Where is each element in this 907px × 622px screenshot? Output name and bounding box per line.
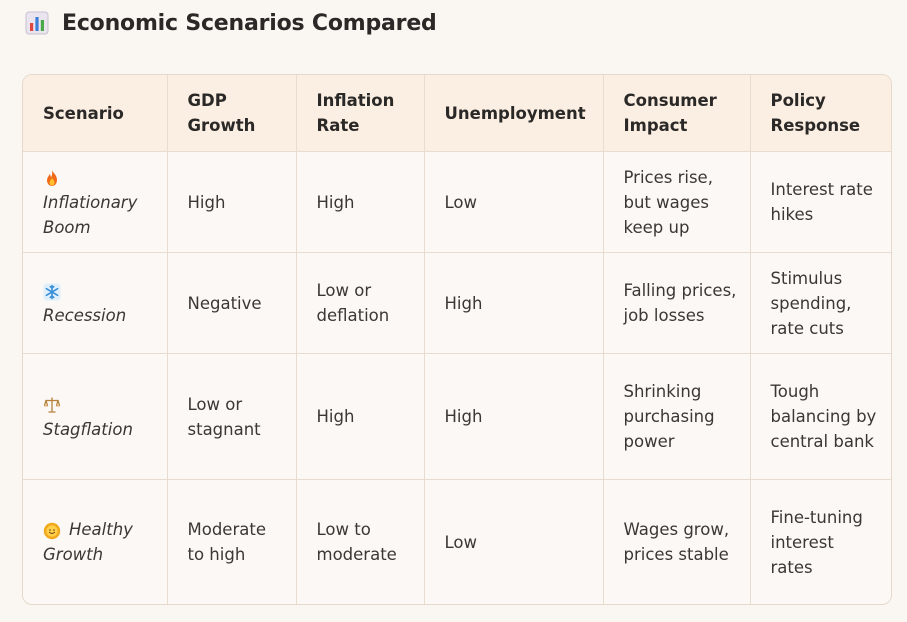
page-header: Economic Scenarios Compared xyxy=(25,8,437,38)
bar-chart-icon xyxy=(25,11,49,35)
smiling-sun-icon xyxy=(43,522,61,540)
unemployment-cell: High xyxy=(424,252,604,354)
inflation-rate-cell: High xyxy=(296,353,425,480)
column-header-inflation-rate: Inflation Rate xyxy=(296,75,425,152)
snowflake-icon xyxy=(43,283,61,301)
page-title: Economic Scenarios Compared xyxy=(62,10,437,36)
inflation-rate-cell: Low or deflation xyxy=(296,252,425,354)
table-row: Healthy Growth Moderate to high Low to m… xyxy=(23,479,891,604)
policy-response-cell: Interest rate hikes xyxy=(750,151,891,253)
unemployment-cell: High xyxy=(424,353,604,480)
policy-response-cell: Fine-tuning interest rates xyxy=(770,507,863,577)
table-header-row: Scenario GDP Growth Inflation Rate Unemp… xyxy=(23,75,891,152)
policy-response-cell: Stimulus spending, rate cuts xyxy=(750,252,891,354)
scenario-cell: Healthy Growth xyxy=(23,479,168,604)
gdp-growth-cell: Moderate to high xyxy=(167,479,297,604)
scales-icon xyxy=(43,396,61,414)
column-header-scenario: Scenario xyxy=(23,75,168,152)
consumer-impact-cell: Prices rise, but wages keep up xyxy=(603,151,751,253)
policy-response-cell: Tough balancing by central bank xyxy=(750,353,891,480)
scenario-name: Recession xyxy=(43,306,127,325)
inflation-rate-cell: High xyxy=(296,151,425,253)
scenario-cell: Inflationary Boom xyxy=(23,151,168,253)
scenario-name: Healthy Growth xyxy=(43,520,133,565)
column-header-policy-response: Policy Response xyxy=(750,75,891,152)
fire-icon xyxy=(43,169,61,187)
scenarios-table: Scenario GDP Growth Inflation Rate Unemp… xyxy=(22,74,892,605)
column-header-unemployment: Unemployment xyxy=(424,75,604,152)
table-row: Stagflation Low or stagnant High High Sh… xyxy=(23,353,891,480)
scenario-name: Inflationary Boom xyxy=(43,192,138,237)
gdp-growth-cell: Negative xyxy=(167,252,297,354)
table-row: Recession Negative Low or deflation High… xyxy=(23,252,891,354)
scenario-cell: Stagflation xyxy=(23,353,168,480)
unemployment-cell: Low xyxy=(424,151,604,253)
gdp-growth-cell: Low or stagnant xyxy=(167,353,297,480)
gdp-growth-cell: High xyxy=(167,151,297,253)
column-header-gdp-growth: GDP Growth xyxy=(167,75,297,152)
column-header-consumer-impact: Consumer Impact xyxy=(603,75,751,152)
scenario-cell: Recession xyxy=(23,252,168,354)
table-row: Inflationary Boom High High Low Prices r… xyxy=(23,151,891,253)
consumer-impact-cell: Shrinking purchasing power xyxy=(603,353,751,480)
scenario-name: Stagflation xyxy=(43,419,133,439)
unemployment-cell: Low xyxy=(424,479,604,604)
consumer-impact-cell: Wages grow, prices stable xyxy=(603,479,751,604)
inflation-rate-cell: Low to moderate xyxy=(296,479,425,604)
consumer-impact-cell: Falling prices, job losses xyxy=(603,252,751,354)
